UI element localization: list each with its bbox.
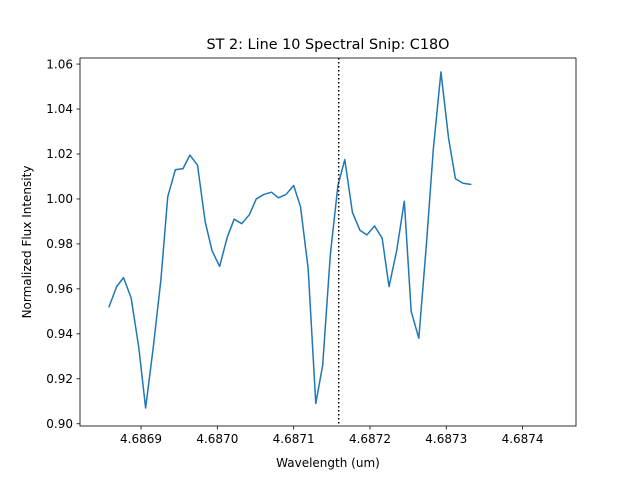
x-tick-label: 4.6869: [120, 432, 162, 446]
y-tick-label: 1.04: [46, 102, 73, 116]
y-tick-label: 0.90: [46, 417, 73, 431]
plot-frame: [79, 57, 577, 427]
y-tick-label: 1.02: [46, 147, 73, 161]
x-tick-label: 4.6870: [196, 432, 238, 446]
chart-title: ST 2: Line 10 Spectral Snip: C18O: [206, 37, 449, 53]
y-axis-title: Normalized Flux Intensity: [20, 166, 34, 319]
x-tick-label: 4.6874: [502, 432, 544, 446]
plot-area: 4.6869 4.6870 4.6871 4.6872 4.6873 4.6874 0.90…: [46, 57, 577, 446]
x-tick-label: 4.6873: [425, 432, 467, 446]
y-tick-label: 0.96: [46, 282, 73, 296]
series-line-0: [108, 71, 472, 409]
x-tick-label: 4.6872: [349, 432, 391, 446]
x-tick-label: 4.6871: [273, 432, 315, 446]
x-axis-title: Wavelength (um): [276, 456, 380, 470]
y-tick-label: 0.98: [46, 237, 73, 251]
y-tick-label: 0.92: [46, 372, 73, 386]
y-tick-label: 1.00: [46, 192, 73, 206]
y-tick-label: 0.94: [46, 327, 73, 341]
y-tick-label: 1.06: [46, 57, 73, 71]
